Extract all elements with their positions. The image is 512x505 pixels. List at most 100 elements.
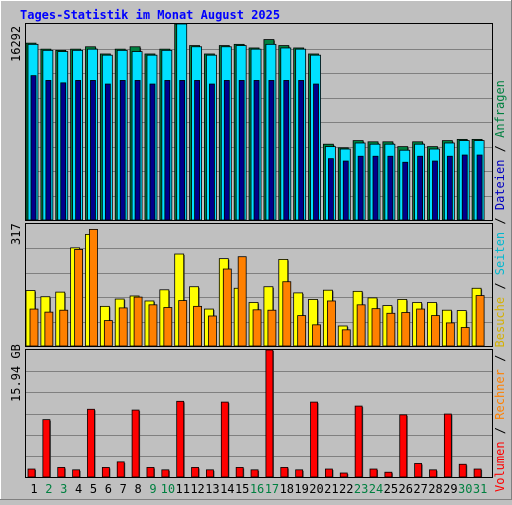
bar-seiten <box>372 155 379 221</box>
day-label: 28 <box>428 482 442 496</box>
bar-seiten <box>298 80 305 221</box>
bar-rechner <box>222 268 232 347</box>
bar-seiten <box>90 80 96 221</box>
bar-seiten <box>387 155 394 221</box>
legend-besuche: Besuche <box>493 297 507 348</box>
bar-volumen <box>191 467 199 478</box>
bar-seiten <box>75 80 82 221</box>
bar-volumen <box>206 469 214 478</box>
legend-sep: / <box>493 275 507 297</box>
legend-rechner: Rechner <box>493 369 507 420</box>
bar-seiten <box>313 83 319 221</box>
day-label: 1 <box>30 482 37 496</box>
day-label: 10 <box>161 482 175 496</box>
bar-volumen <box>458 463 467 478</box>
day-label: 21 <box>324 482 338 496</box>
bar-seiten <box>134 80 141 221</box>
bar-volumen <box>473 468 482 478</box>
bar-seiten <box>327 158 334 221</box>
day-label: 29 <box>443 482 457 496</box>
bar-rechner <box>252 309 262 347</box>
day-label: 3 <box>60 482 67 496</box>
bar-rechner <box>208 315 217 347</box>
bar-volumen <box>131 409 140 478</box>
bar-rechner <box>297 315 307 347</box>
day-axis: 1 2 3 4 5 6 7 8 9 10 11 12 13 14 15 16 17 18 19 20 21 22 23 24 2… <box>30 482 487 496</box>
day-label: 22 <box>339 482 353 496</box>
bar-volumen <box>57 467 66 478</box>
bar-seiten <box>402 161 409 221</box>
bar-volumen <box>220 401 229 478</box>
bar-rechner <box>237 256 247 347</box>
bar-rechner <box>282 281 292 347</box>
bar-volumen <box>369 468 378 478</box>
day-label: 7 <box>120 482 127 496</box>
day-label: 14 <box>220 482 234 496</box>
day-label: 27 <box>413 482 427 496</box>
bar-seiten <box>209 83 215 221</box>
bar-seiten <box>283 80 290 221</box>
bar-rechner <box>103 320 113 347</box>
middle-max-label: 317 <box>9 223 23 245</box>
bar-volumen <box>399 414 408 478</box>
bar-rechner <box>267 309 277 347</box>
bar-rechner <box>89 228 98 347</box>
bar-seiten <box>417 155 424 221</box>
legend-anfragen: Anfragen <box>493 80 507 138</box>
bar-volumen <box>176 400 185 478</box>
bar-volumen <box>339 472 348 478</box>
bar-volumen <box>72 469 81 478</box>
bar-volumen <box>265 349 274 478</box>
day-label: 31 <box>473 482 487 496</box>
bar-rechner <box>133 296 143 347</box>
bar-rechner <box>445 322 455 347</box>
day-label: 5 <box>90 482 97 496</box>
bar-volumen <box>324 468 333 478</box>
bar-volumen <box>42 419 51 478</box>
bar-volumen <box>250 469 259 478</box>
day-label: 20 <box>309 482 323 496</box>
bar-seiten <box>194 80 200 221</box>
bar-volumen <box>310 401 318 478</box>
day-label: 13 <box>205 482 219 496</box>
day-label: 4 <box>75 482 82 496</box>
bar-volumen <box>384 471 393 478</box>
bar-seiten <box>45 80 52 221</box>
bar-seiten <box>432 160 438 221</box>
legend: Volumen / Rechner / Besuche / Seiten / D… <box>493 80 507 492</box>
day-label: 8 <box>134 482 141 496</box>
bar-seiten <box>149 83 156 221</box>
bar-volumen <box>280 467 289 478</box>
legend-volumen: Volumen <box>493 441 507 492</box>
bar-rechner <box>163 307 173 347</box>
top-max-label: 16292 <box>9 26 23 62</box>
bar-seiten <box>476 154 483 221</box>
day-label: 17 <box>265 482 279 496</box>
bar-rechner <box>148 304 158 347</box>
legend-sep: / <box>493 347 507 369</box>
bar-seiten <box>164 80 171 221</box>
bar-seiten <box>357 155 364 221</box>
bar-volumen <box>429 469 437 478</box>
bars <box>25 23 485 478</box>
bar-seiten <box>179 80 186 221</box>
bar-seiten <box>446 155 453 221</box>
bar-volumen <box>295 469 304 478</box>
bar-seiten <box>238 80 245 221</box>
bar-seiten <box>268 80 275 221</box>
day-label: 23 <box>354 482 368 496</box>
bar-seiten <box>119 80 126 221</box>
day-label: 11 <box>175 482 189 496</box>
bar-seiten <box>30 75 37 221</box>
day-label: 18 <box>280 482 294 496</box>
bar-rechner <box>401 312 411 347</box>
bar-volumen <box>27 468 36 478</box>
bar-rechner <box>341 329 351 347</box>
bar-rechner <box>371 308 381 347</box>
day-label: 19 <box>294 482 308 496</box>
day-label: 30 <box>458 482 472 496</box>
bar-volumen <box>87 408 95 478</box>
bar-seiten <box>60 82 67 221</box>
legend-sep: / <box>493 138 507 160</box>
bar-seiten <box>342 160 349 221</box>
